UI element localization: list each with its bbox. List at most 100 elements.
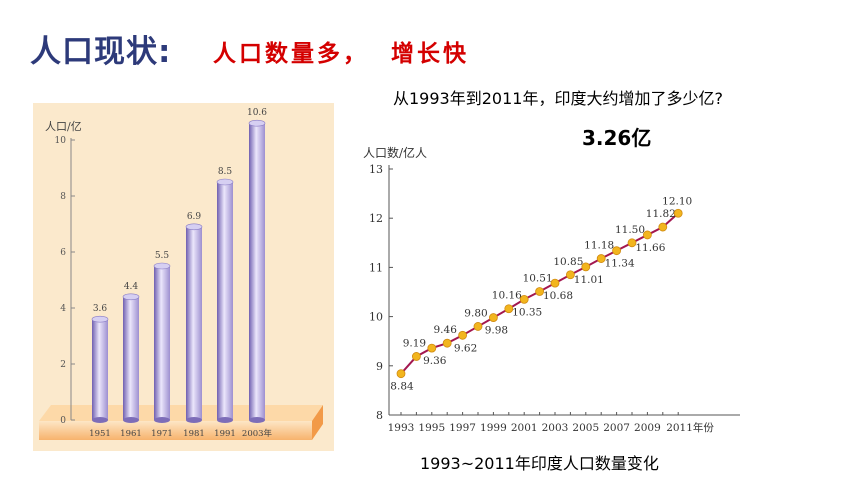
line-point-label: 11.34 [605,258,635,270]
bar [123,296,139,420]
bar-y-tick-label: 0 [60,416,66,426]
line-chart-caption: 1993~2011年印度人口数量变化 [420,454,659,473]
bar-foot [217,417,233,423]
line-point [519,294,529,304]
line-point-label: 12.10 [662,195,692,207]
bar [217,182,233,420]
line-x-tick-label: 2009 [634,422,661,434]
bar-foot [154,417,170,423]
bar-category-label: 1981 [183,429,205,439]
line-x-tick-label: 2011年份 [666,421,714,434]
line-point [658,222,668,232]
line-point-label: 11.50 [615,224,645,236]
line-x-tick-label: 2001 [511,422,538,434]
line-y-tick-label: 9 [376,360,383,373]
line-y-tick-label: 13 [369,163,383,176]
line-point-label: 9.19 [403,337,426,349]
line-point [581,262,591,272]
line-point-label: 8.84 [390,381,414,393]
line-point [412,352,421,361]
bar-foot [92,417,108,423]
bar [92,319,108,420]
line-point [458,330,467,340]
bar-base-side [312,405,323,440]
bar-value-label: 10.6 [247,108,267,118]
line-point [488,313,498,322]
line-x-tick-label: 2003 [542,422,569,434]
page-subtitle: 人口数量多， 增长快 [213,40,470,67]
line-point [565,270,575,280]
bar-foot [186,417,202,423]
line-point-label: 10.85 [553,256,583,268]
line-point-label: 11.82 [646,208,676,220]
line-point-label: 9.36 [423,355,447,367]
line-y-tick-label: 12 [369,212,383,225]
bar-value-label: 8.5 [218,167,233,177]
line-point [673,208,683,218]
bar [249,123,265,420]
bar-chart-panel: 人口/亿 0 2 4 6 8 10 3.6 1951 4.4 1961 5.5 1971 6.9 1981 8… [33,103,334,451]
bar-y-tick-label: 8 [60,192,66,202]
bar-value-label: 3.6 [93,304,108,314]
line-point [396,369,406,379]
line-chart: 人口数/亿人 8 9 10 11 12 13 1993 1995 1997 1999 2001 2003… [363,145,740,434]
bar-foot [249,417,265,423]
bar-cap [122,293,140,301]
bar-category-label: 1971 [151,429,173,439]
line-x-tick-label: 1995 [418,422,445,434]
bar-cap [185,223,203,231]
line-point [473,322,483,331]
line-point-label: 11.18 [584,240,614,252]
line-y-label: 人口数/亿人 [363,145,427,160]
bar-y-label: 人口/亿 [45,120,82,133]
bar-cap [216,178,234,186]
line-point-label: 9.98 [485,325,508,337]
bar-chart: 人口/亿 0 2 4 6 8 10 3.6 1951 4.4 1961 5.5 1971 6.9 1981 8… [39,108,323,440]
bar-cap [248,119,266,127]
line-point [627,238,637,248]
line-point [442,338,452,348]
line-point-label: 9.80 [464,307,487,319]
line-point-label: 10.35 [512,306,542,318]
bar-cap [91,315,109,323]
line-point [642,230,652,240]
bar-category-label: 2003年 [242,428,273,439]
line-y-tick-label: 8 [376,409,383,422]
line-point [427,343,437,353]
line-point [550,278,560,288]
line-x-tick-label: 2007 [603,422,630,434]
line-point-label: 11.66 [635,242,665,254]
bar-y-tick-label: 10 [55,136,67,146]
bar-category-label: 1961 [120,429,142,439]
line-point [504,304,514,314]
line-x-tick-label: 1993 [388,422,415,434]
bar-value-label: 4.4 [124,282,139,292]
line-point-label: 10.16 [492,290,522,302]
bar [154,266,170,420]
line-x-tick-label: 1999 [480,422,507,434]
line-point-label: 10.51 [523,273,553,285]
page-title: 人口现状: [30,34,172,70]
bar-y-tick-label: 6 [60,248,66,258]
line-y-tick-label: 11 [369,261,383,274]
bar-category-label: 1951 [89,429,111,439]
bar-value-label: 6.9 [187,212,202,222]
line-point-label: 9.62 [454,342,477,354]
line-x-tick-label: 2005 [572,422,599,434]
line-point-label: 9.46 [434,324,458,336]
bar-cap [153,262,171,270]
line-point-label: 11.01 [574,274,604,286]
bar [186,226,202,420]
line-y-tick-label: 10 [369,311,383,324]
line-point [612,246,622,256]
line-point [596,254,606,263]
bar-base-front [39,421,312,440]
bar-value-label: 5.5 [155,251,170,261]
line-point-label: 10.68 [543,290,573,302]
question-text: 从1993年到2011年，印度大约增加了多少亿? [393,89,723,108]
bar-foot [123,417,139,423]
bar-y-tick-label: 2 [60,360,66,370]
bar-y-tick-label: 4 [60,304,66,314]
line-point [535,287,545,296]
bar-category-label: 1991 [214,429,236,439]
